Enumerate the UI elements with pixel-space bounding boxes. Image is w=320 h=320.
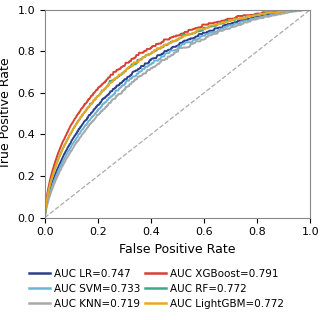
- X-axis label: False Positive Rate: False Positive Rate: [119, 243, 236, 256]
- AUC RF=0.772: [169, 40, 173, 44]
- AUC KNN=0.719: [201, 38, 205, 42]
- AUC RF=0.772: [260, 12, 264, 16]
- AUC LightGBM=0.772: [169, 41, 173, 44]
- AUC XGBoost=0.791: [308, 8, 312, 12]
- Line: AUC KNN=0.719: AUC KNN=0.719: [45, 10, 310, 218]
- AUC XGBoost=0.791: [302, 8, 306, 12]
- AUC LR=0.747: [308, 8, 312, 12]
- AUC SVM=0.733: [171, 49, 174, 52]
- AUC LightGBM=0.772: [308, 8, 312, 12]
- AUC SVM=0.733: [43, 216, 47, 220]
- AUC RF=0.772: [308, 8, 312, 12]
- Line: AUC RF=0.772: AUC RF=0.772: [45, 10, 310, 218]
- AUC LR=0.747: [302, 8, 306, 12]
- AUC KNN=0.719: [308, 8, 312, 12]
- AUC XGBoost=0.791: [260, 10, 264, 14]
- AUC SVM=0.733: [302, 8, 306, 12]
- Legend: AUC LR=0.747, AUC SVM=0.733, AUC KNN=0.719, AUC XGBoost=0.791, AUC RF=0.772, AUC: AUC LR=0.747, AUC SVM=0.733, AUC KNN=0.7…: [29, 268, 284, 309]
- AUC RF=0.772: [201, 29, 205, 33]
- AUC XGBoost=0.791: [187, 28, 190, 32]
- AUC LR=0.747: [260, 14, 264, 18]
- Line: AUC SVM=0.733: AUC SVM=0.733: [45, 10, 310, 218]
- AUC LightGBM=0.772: [260, 12, 264, 16]
- AUC SVM=0.733: [308, 8, 312, 12]
- AUC SVM=0.733: [187, 40, 190, 44]
- Line: AUC XGBoost=0.791: AUC XGBoost=0.791: [45, 10, 310, 218]
- AUC LightGBM=0.772: [171, 39, 174, 43]
- AUC LR=0.747: [169, 48, 173, 52]
- AUC KNN=0.719: [260, 16, 264, 20]
- AUC RF=0.772: [43, 216, 47, 220]
- AUC KNN=0.719: [171, 53, 174, 57]
- AUC KNN=0.719: [187, 45, 190, 49]
- AUC RF=0.772: [187, 33, 190, 36]
- AUC LightGBM=0.772: [302, 8, 306, 12]
- AUC SVM=0.733: [260, 15, 264, 19]
- AUC XGBoost=0.791: [169, 36, 173, 40]
- AUC XGBoost=0.791: [171, 35, 174, 39]
- AUC SVM=0.733: [169, 49, 173, 52]
- Line: AUC LightGBM=0.772: AUC LightGBM=0.772: [45, 10, 310, 218]
- AUC LR=0.747: [43, 216, 47, 220]
- Y-axis label: True Positive Rate: True Positive Rate: [0, 58, 12, 169]
- AUC KNN=0.719: [169, 53, 173, 57]
- AUC KNN=0.719: [43, 216, 47, 220]
- AUC LR=0.747: [171, 45, 174, 49]
- AUC RF=0.772: [171, 40, 174, 44]
- AUC KNN=0.719: [302, 8, 306, 12]
- AUC LR=0.747: [187, 37, 190, 41]
- AUC SVM=0.733: [201, 34, 205, 38]
- AUC XGBoost=0.791: [201, 23, 205, 27]
- AUC LightGBM=0.772: [187, 32, 190, 36]
- AUC LightGBM=0.772: [201, 27, 205, 31]
- AUC LightGBM=0.772: [43, 216, 47, 220]
- AUC RF=0.772: [302, 8, 306, 12]
- AUC XGBoost=0.791: [43, 216, 47, 220]
- Line: AUC LR=0.747: AUC LR=0.747: [45, 10, 310, 218]
- AUC LR=0.747: [201, 31, 205, 35]
